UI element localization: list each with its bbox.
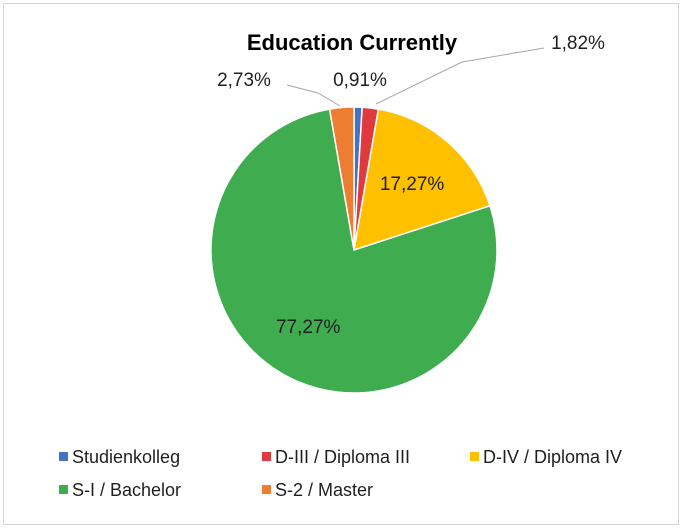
legend-label: S-2 / Master: [275, 480, 373, 500]
legend-swatch: [262, 452, 271, 461]
data-labels: 0,91% 1,82% 17,27% 77,27% 2,73%: [217, 33, 605, 338]
legend-label: S-I / Bachelor: [72, 480, 181, 500]
legend-swatch: [59, 485, 68, 494]
data-label: 77,27%: [276, 317, 341, 338]
data-label: 1,82%: [551, 33, 605, 54]
pie-slice-d-iv-diploma-iv: [353, 108, 491, 252]
pie-slice-s-i-bachelor: [210, 108, 498, 394]
legend-item: D-IV / Diploma IV: [470, 447, 622, 467]
legend-item: S-I / Bachelor: [59, 480, 181, 500]
chart-title: Education Currently: [247, 30, 458, 55]
legend-label: Studienkolleg: [72, 447, 180, 467]
legend-item: S-2 / Master: [262, 480, 373, 500]
legend-swatch: [470, 452, 479, 461]
data-label: 2,73%: [217, 70, 271, 91]
pie-slices: [210, 106, 498, 394]
legend-label: D-III / Diploma III: [275, 447, 410, 467]
legend: Studienkolleg D-III / Diploma III D-IV / D…: [59, 447, 622, 500]
legend-item: D-III / Diploma III: [262, 447, 410, 467]
legend-item: Studienkolleg: [59, 447, 180, 467]
data-label: 0,91%: [333, 70, 387, 91]
legend-swatch: [59, 452, 68, 461]
legend-swatch: [262, 485, 271, 494]
legend-label: D-IV / Diploma IV: [483, 447, 622, 467]
leader-line: [286, 84, 341, 107]
data-label: 17,27%: [380, 174, 445, 195]
pie-slice-s-2-master: [328, 106, 355, 251]
leader-line: [375, 47, 545, 105]
leader-lines: [286, 47, 545, 107]
